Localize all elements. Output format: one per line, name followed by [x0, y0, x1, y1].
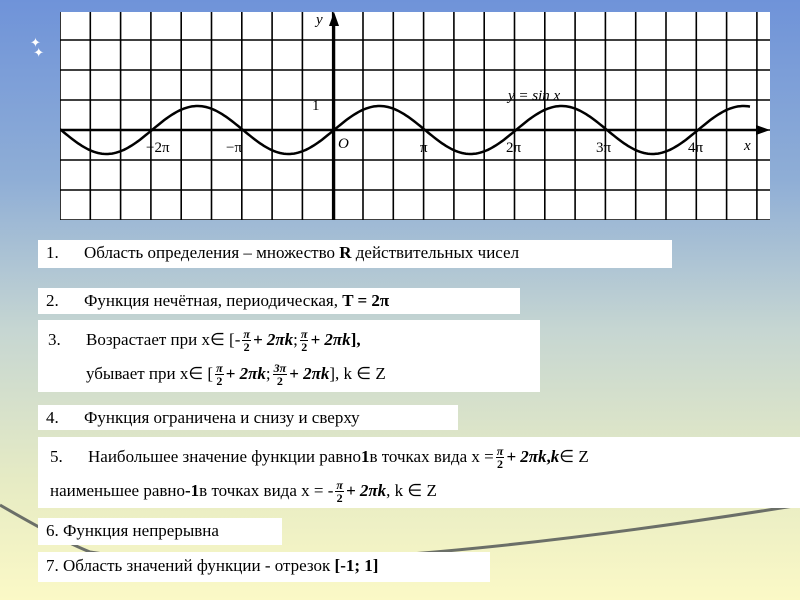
text: + 2πk: [345, 481, 387, 500]
y-tick-1: 1: [312, 98, 320, 114]
decreasing-line: убывает при x∈ [ π 2 + 2πk; 3π 2 + 2πk ], k …: [48, 357, 532, 391]
x-axis-label: x: [743, 138, 751, 154]
period: T = 2π: [342, 291, 390, 310]
item-number: 3.: [48, 330, 61, 349]
x-tick: −π: [226, 140, 242, 156]
text: ,: [546, 447, 551, 466]
sine-curve: [60, 104, 751, 156]
item-number: 4.: [46, 408, 59, 427]
text: Наибольшее значение функции равно: [88, 447, 361, 466]
text: действительных чисел: [351, 243, 520, 262]
property-6: 6. Функция непрерывна: [38, 518, 282, 545]
item-number: 1.: [46, 243, 59, 262]
property-1: 1. Область определения – множество R дейс…: [38, 240, 672, 268]
range: [-1; 1]: [334, 556, 379, 575]
text: + 2πk: [289, 364, 330, 383]
property-4: 4. Функция ограничена и снизу и сверху: [38, 405, 458, 430]
y-axis-label: y: [314, 12, 323, 28]
text: наименьшее равно: [50, 481, 185, 500]
x-tick: 4π: [688, 140, 704, 156]
text: ],: [350, 330, 361, 349]
set-r: R: [339, 243, 352, 262]
max-line: 5. Наибольшее значение функции равно 1 в …: [50, 440, 792, 474]
text: в точках вида x = -: [199, 481, 334, 500]
grid: [60, 12, 770, 220]
sparkle-icon: ✦ ✦: [30, 35, 45, 60]
property-7: 7. Область значений функции - отрезок [-…: [38, 552, 490, 582]
item-number: 2.: [46, 291, 59, 310]
y-axis-arrow: [329, 12, 339, 26]
x-tick: 2π: [506, 140, 522, 156]
text: -1: [185, 481, 200, 500]
text: ∈ Z: [559, 447, 589, 466]
text: 1: [360, 447, 370, 466]
x-tick: −2π: [146, 140, 170, 156]
text: + 2πk: [310, 330, 351, 349]
text: ;: [293, 330, 298, 349]
sine-graph: y x O 1 y = sin x −2π −π π 2π 3π 4π: [60, 12, 770, 220]
property-5: 5. Наибольшее значение функции равно 1 в …: [38, 437, 800, 508]
x-axis-arrow: [756, 125, 770, 135]
text: Возрастает при x∈ [-: [86, 330, 241, 349]
x-tick: 3π: [596, 140, 612, 156]
fraction: 3π 2: [272, 360, 288, 388]
text: 6. Функция непрерывна: [46, 521, 219, 540]
property-3: 3. Возрастает при x∈ [- π 2 + 2πk; π 2 + 2πk …: [38, 320, 540, 392]
min-line: наименьшее равно -1 в точках вида x = - …: [50, 474, 792, 508]
text: Функция нечётная, периодическая,: [84, 291, 343, 310]
text: в точках вида x =: [369, 447, 494, 466]
text: + 2πk: [225, 364, 266, 383]
text: k: [550, 447, 560, 466]
property-2: 2. Функция нечётная, периодическая, T = 2…: [38, 288, 520, 314]
text: 7. Область значений функции - отрезок: [46, 556, 335, 575]
increasing-line: 3. Возрастает при x∈ [- π 2 + 2πk; π 2 + 2πk …: [48, 323, 532, 357]
curve-label: y = sin x: [506, 88, 561, 104]
text: Область определения – множество: [84, 243, 340, 262]
text: + 2πk: [506, 447, 547, 466]
text: + 2πk: [252, 330, 294, 349]
text: ], k ∈ Z: [329, 364, 386, 383]
text: Функция ограничена и снизу и сверху: [84, 408, 360, 427]
text: убывает при x∈ [: [86, 364, 214, 383]
text: , k ∈ Z: [386, 481, 437, 500]
origin-label: O: [338, 136, 349, 152]
x-tick: π: [420, 140, 428, 156]
item-number: 5.: [50, 447, 63, 466]
text: ;: [265, 364, 271, 383]
